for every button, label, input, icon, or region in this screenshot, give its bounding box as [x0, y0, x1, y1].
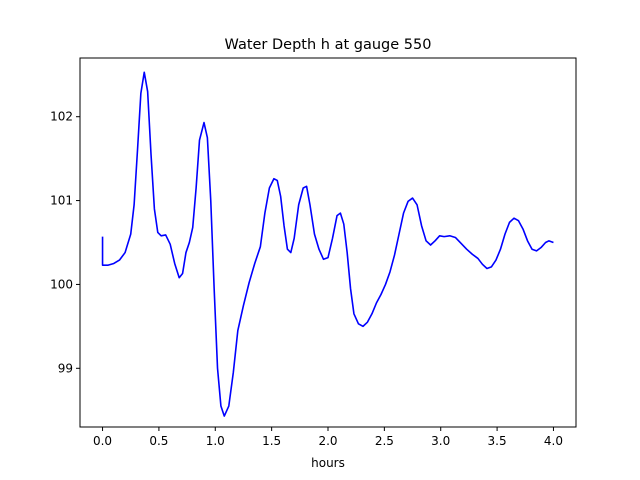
x-tick-label: 2.0 [318, 434, 337, 448]
y-axis-ticks: 99 100 101 102 [50, 110, 80, 375]
x-tick-label: 0.5 [149, 434, 168, 448]
x-tick-label: 0.0 [93, 434, 112, 448]
x-axis-label: hours [311, 456, 345, 470]
series-layer [101, 71, 554, 417]
x-axis-ticks: 0.0 0.5 1.0 1.5 2.0 2.5 3.0 3.5 4.0 [93, 427, 563, 448]
y-tick-label: 99 [58, 361, 73, 375]
series-line-0 [101, 71, 554, 417]
x-tick-label: 4.0 [544, 434, 563, 448]
x-tick-label: 3.5 [488, 434, 507, 448]
x-tick-label: 1.0 [206, 434, 225, 448]
y-tick-label: 102 [50, 110, 73, 124]
y-tick-label: 101 [50, 194, 73, 208]
chart-title: Water Depth h at gauge 550 [225, 37, 432, 53]
x-tick-label: 2.5 [375, 434, 394, 448]
x-tick-label: 1.5 [262, 434, 281, 448]
x-tick-label: 3.0 [431, 434, 450, 448]
y-tick-label: 100 [50, 277, 73, 291]
plot-area [80, 58, 576, 427]
